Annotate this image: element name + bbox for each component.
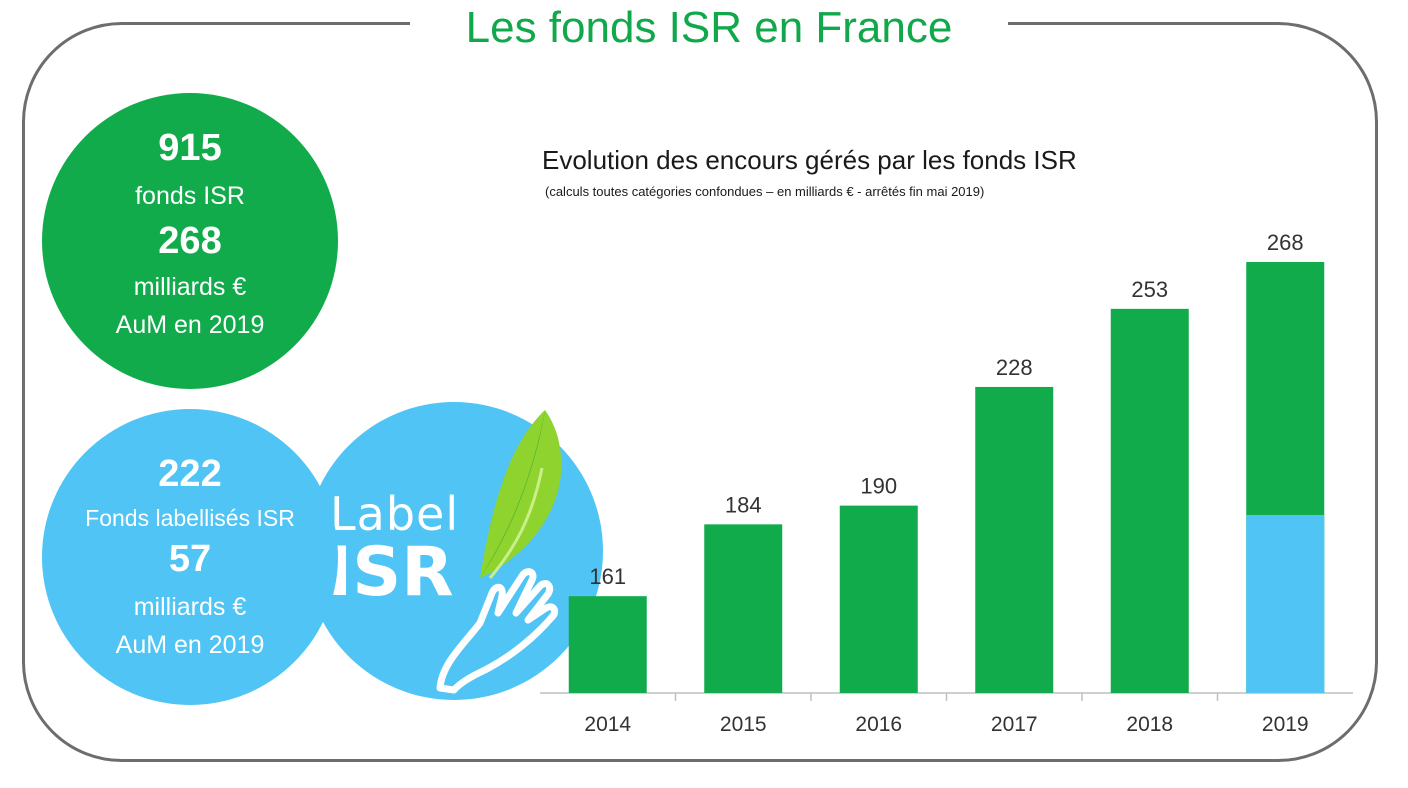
bar-2014 xyxy=(568,596,647,693)
total-funds-count: 915 xyxy=(158,127,222,169)
x-tick-label-2016: 2016 xyxy=(855,713,902,736)
data-label-2014: 161 xyxy=(589,564,626,589)
bar-2016 xyxy=(839,505,918,693)
x-tick-label-2015: 2015 xyxy=(720,713,767,736)
labelled-aum-value: 57 xyxy=(168,538,212,580)
x-tick-label-2019: 2019 xyxy=(1262,713,1309,736)
data-label-2016: 190 xyxy=(860,474,897,499)
x-tick-label-2017: 2017 xyxy=(991,713,1038,736)
labelled-funds-circle xyxy=(42,409,338,705)
labelled-aum-year: AuM en 2019 xyxy=(115,631,265,659)
chart-subtitle: (calculs toutes catégories confondues – … xyxy=(545,184,985,199)
label-logo-isr: ISR xyxy=(327,533,454,612)
data-label-2017: 228 xyxy=(996,355,1033,380)
label-logo-word: Label xyxy=(330,487,460,541)
leaf-hand-icon xyxy=(436,410,562,694)
labelled-aum-unit: milliards € xyxy=(133,593,247,621)
x-tick-label-2014: 2014 xyxy=(584,713,631,736)
x-tick-label-2018: 2018 xyxy=(1126,713,1173,736)
bar-2017 xyxy=(975,386,1054,693)
labelled-funds-label: Fonds labellisés ISR xyxy=(85,505,295,531)
total-aum-year: AuM en 2019 xyxy=(115,311,265,339)
bar-segment-labelled-2019 xyxy=(1246,514,1325,693)
total-funds-circle xyxy=(42,93,338,389)
bar-2018 xyxy=(1110,308,1189,693)
data-label-2019: 268 xyxy=(1267,230,1304,255)
data-label-2018: 253 xyxy=(1131,277,1168,302)
chart-title: Evolution des encours gérés par les fond… xyxy=(542,145,1077,175)
total-aum-value: 268 xyxy=(158,220,222,262)
page-title: Les fonds ISR en France xyxy=(465,3,953,52)
data-label-2015: 184 xyxy=(725,492,762,517)
total-aum-unit: milliards € xyxy=(133,273,247,301)
title-gap xyxy=(410,8,1008,42)
labelled-funds-count: 222 xyxy=(158,453,222,495)
total-funds-label: fonds ISR xyxy=(135,182,245,210)
bar-2015 xyxy=(704,524,783,693)
